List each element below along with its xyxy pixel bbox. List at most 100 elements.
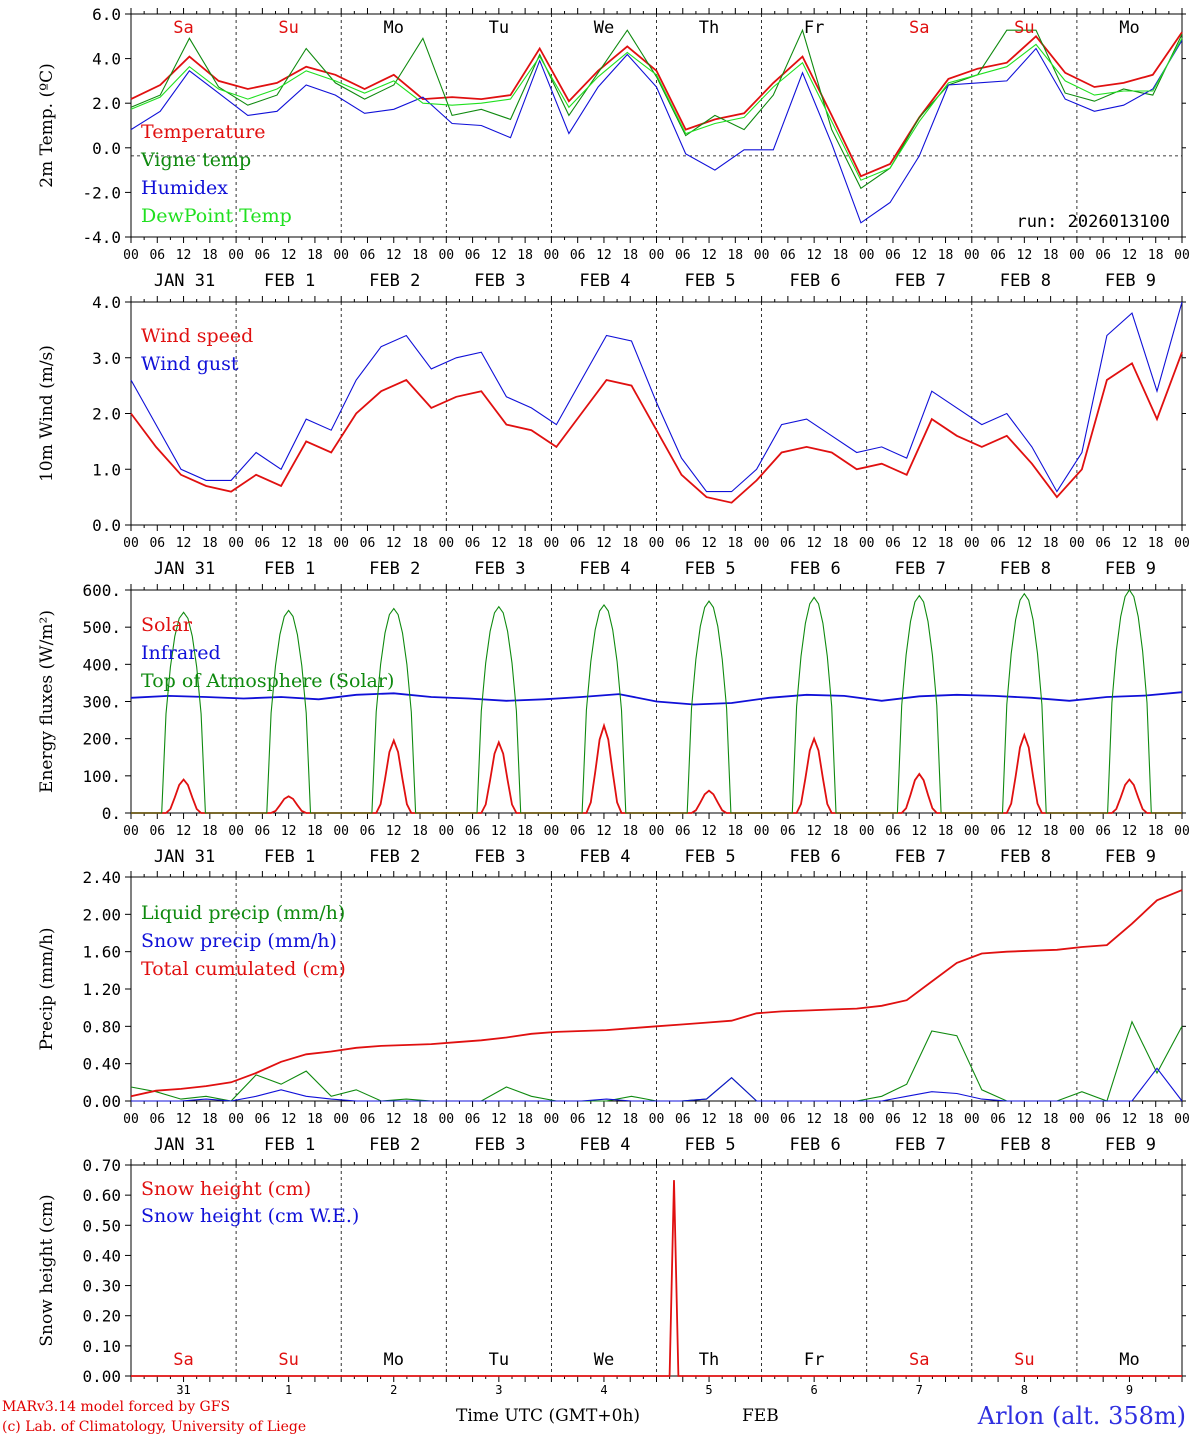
hour-tick-label: 12 (911, 536, 927, 551)
hour-tick-label: 18 (412, 1112, 428, 1127)
y-tick-label: 0.10 (82, 1337, 121, 1356)
hour-tick-label: 18 (202, 1112, 218, 1127)
day-name-label: Fr (804, 1350, 824, 1370)
hour-tick-label: 12 (596, 824, 612, 839)
date-label: FEB 9 (1105, 1135, 1156, 1155)
plot-frame (130, 301, 1183, 526)
hour-tick-label: 00 (1069, 248, 1085, 263)
y-tick-label: 0.30 (82, 1277, 121, 1296)
hour-tick-label: 12 (281, 1112, 297, 1127)
date-label: FEB 4 (579, 847, 630, 867)
y-tick-label: 200. (82, 730, 121, 749)
date-label: FEB 5 (684, 847, 735, 867)
hour-tick-label: 06 (1095, 248, 1111, 263)
y-tick-label: 0.50 (82, 1216, 121, 1235)
hour-tick-label: 06 (465, 824, 481, 839)
hour-tick-label: 06 (675, 248, 691, 263)
day-name-label: We (594, 18, 614, 38)
bottom-date-label: 5 (705, 1383, 712, 1397)
hour-tick-label: 18 (727, 824, 743, 839)
date-label: FEB 2 (369, 847, 420, 867)
hour-tick-label: 00 (1174, 1112, 1190, 1127)
hour-tick-label: 18 (412, 824, 428, 839)
hour-tick-label: 12 (281, 536, 297, 551)
date-label: FEB 6 (790, 559, 841, 579)
bottom-date-label: 4 (600, 1383, 607, 1397)
legend-entry: Humidex (141, 177, 228, 199)
hour-tick-label: 06 (780, 248, 796, 263)
legend-entry: Snow height (cm W.E.) (141, 1205, 359, 1227)
day-name-label: Su (278, 18, 298, 38)
hour-tick-label: 18 (938, 824, 954, 839)
hour-tick-label: 00 (964, 824, 980, 839)
day-name-label: Tu (489, 18, 509, 38)
hour-tick-label: 06 (885, 824, 901, 839)
hour-tick-label: 00 (754, 824, 770, 839)
y-tick-label: 1.0 (92, 460, 121, 479)
date-label: FEB 7 (895, 271, 946, 291)
hour-tick-label: 00 (228, 536, 244, 551)
hour-tick-label: 00 (123, 536, 139, 551)
hour-tick-label: 00 (1069, 1112, 1085, 1127)
y-tick-label: 1.60 (82, 943, 121, 962)
y-tick-label: 0.00 (82, 1092, 121, 1111)
hour-tick-label: 00 (1069, 536, 1085, 551)
legend-entry: Liquid precip (mm/h) (141, 902, 345, 924)
hour-tick-label: 12 (1122, 1112, 1138, 1127)
y-tick-label: 0.40 (82, 1246, 121, 1265)
hour-tick-label: 12 (701, 1112, 717, 1127)
date-label: FEB 8 (1000, 1135, 1051, 1155)
hour-tick-label: 18 (307, 1112, 323, 1127)
date-label: FEB 7 (895, 559, 946, 579)
y-tick-label: 3.0 (92, 349, 121, 368)
legend-entry: Total cumulated (cm) (141, 958, 346, 980)
hour-tick-label: 12 (176, 248, 192, 263)
hour-tick-label: 18 (307, 536, 323, 551)
x-axis-title: Time UTC (GMT+0h) (456, 1406, 641, 1426)
day-name-label: Th (699, 1350, 719, 1370)
y-tick-label: 0.00 (82, 1367, 121, 1386)
legend-entry: Snow precip (mm/h) (141, 930, 337, 952)
hour-tick-label: 18 (1043, 536, 1059, 551)
hour-tick-label: 18 (412, 248, 428, 263)
hour-tick-label: 06 (255, 1112, 271, 1127)
hour-tick-label: 06 (780, 1112, 796, 1127)
hour-tick-label: 12 (701, 536, 717, 551)
date-label: FEB 3 (474, 1135, 525, 1155)
hour-tick-label: 06 (990, 536, 1006, 551)
day-name-label: Th (699, 18, 719, 38)
credit-line-2: (c) Lab. of Climatology, University of L… (2, 1419, 307, 1435)
date-label: FEB 2 (369, 559, 420, 579)
date-label: FEB 5 (684, 559, 735, 579)
y-tick-label: -2.0 (82, 183, 121, 202)
hour-tick-label: 18 (307, 824, 323, 839)
hour-tick-label: 12 (1122, 824, 1138, 839)
hour-tick-label: 00 (438, 824, 454, 839)
panel-2 (125, 296, 1186, 531)
hour-tick-label: 06 (465, 536, 481, 551)
hour-tick-label: 06 (570, 248, 586, 263)
hour-tick-label: 18 (622, 536, 638, 551)
y-tick-label: 2.0 (92, 405, 121, 424)
hour-tick-label: 00 (1174, 248, 1190, 263)
hour-tick-label: 00 (859, 248, 875, 263)
hour-tick-label: 12 (1122, 536, 1138, 551)
day-name-label: Sa (173, 1350, 193, 1370)
day-name-label: Mo (384, 1350, 404, 1370)
y-axis-label: 10m Wind (m/s) (37, 345, 57, 482)
hour-tick-label: 12 (701, 248, 717, 263)
hour-tick-label: 18 (622, 248, 638, 263)
hour-tick-label: 00 (228, 824, 244, 839)
y-axis-label: Snow height (cm) (37, 1194, 57, 1346)
date-label: FEB 8 (1000, 847, 1051, 867)
date-label: FEB 3 (474, 271, 525, 291)
y-tick-label: 2.40 (82, 868, 121, 887)
hour-tick-label: 12 (386, 248, 402, 263)
hour-tick-label: 18 (307, 248, 323, 263)
y-tick-label: 0.70 (82, 1156, 121, 1175)
hour-tick-label: 18 (517, 824, 533, 839)
date-label: FEB 4 (579, 1135, 630, 1155)
legend-entry: DewPoint Temp (141, 205, 292, 227)
y-tick-label: 600. (82, 581, 121, 600)
